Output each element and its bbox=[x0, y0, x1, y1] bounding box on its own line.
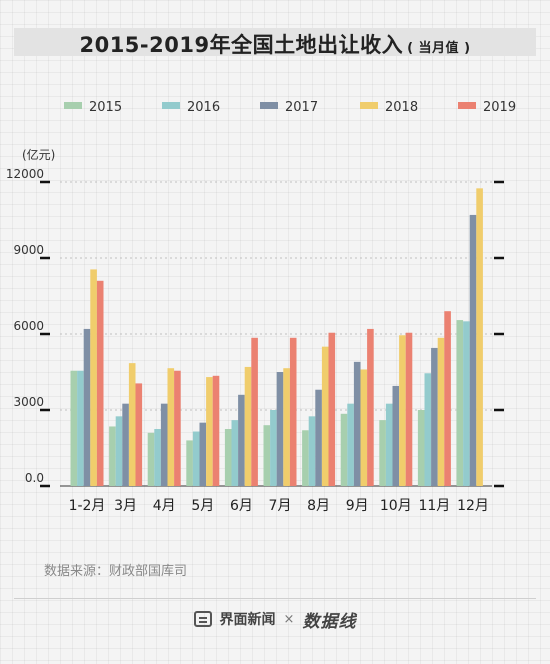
bar-2015-9月 bbox=[340, 413, 348, 486]
legend-swatch-2015 bbox=[64, 102, 82, 109]
bar-2017-3月 bbox=[122, 403, 129, 486]
legend-swatch-2018 bbox=[360, 102, 378, 109]
bar-2019-4月 bbox=[174, 370, 181, 486]
x-tick-label-11月: 11月 bbox=[418, 498, 450, 514]
x-tick-label-3月: 3月 bbox=[114, 498, 137, 514]
bar-2017-5月 bbox=[199, 422, 207, 486]
bar-2018-4月 bbox=[167, 368, 175, 486]
bar-2018-12月 bbox=[476, 188, 483, 486]
title-bar bbox=[14, 28, 536, 56]
bar-2017-11月 bbox=[431, 347, 438, 486]
x-tick-label-6月: 6月 bbox=[230, 498, 253, 514]
bar-2017-8月 bbox=[315, 389, 322, 486]
bar-2019-1-2月 bbox=[96, 280, 104, 486]
footer-divider bbox=[14, 598, 536, 599]
bar-2016-4月 bbox=[154, 429, 161, 486]
bar-2018-8月 bbox=[321, 346, 329, 486]
footer: 界面新闻 × 数据线 bbox=[0, 604, 550, 634]
bar-2015-12月 bbox=[456, 320, 464, 486]
x-tick-label-1-2月: 1-2月 bbox=[69, 498, 106, 514]
bar-2016-10月 bbox=[385, 403, 393, 486]
bar-2019-10月 bbox=[405, 332, 413, 486]
bar-2015-7月 bbox=[263, 425, 271, 486]
y-axis-label: (亿元) bbox=[22, 147, 55, 162]
y-tick-label-0: 0.0 bbox=[25, 471, 44, 485]
bar-2018-11月 bbox=[437, 337, 445, 486]
bar-2018-3月 bbox=[128, 363, 136, 486]
bar-2018-10月 bbox=[399, 335, 406, 486]
bar-2015-8月 bbox=[302, 430, 309, 486]
bar-2016-1-2月 bbox=[77, 370, 84, 486]
legend-label-2019: 2019 bbox=[483, 100, 516, 115]
bar-2018-5月 bbox=[206, 377, 213, 486]
y-tick-label-9000: 9000 bbox=[13, 243, 44, 257]
bar-2015-4月 bbox=[147, 432, 155, 486]
bar-2019-9月 bbox=[367, 328, 374, 486]
legend-label-2016: 2016 bbox=[187, 100, 220, 115]
bar-2017-6月 bbox=[238, 394, 245, 486]
bar-2019-6月 bbox=[251, 337, 258, 486]
footer-partner: 数据线 bbox=[302, 611, 357, 632]
y-tick-label-12000: 12000 bbox=[6, 167, 44, 181]
footer-separator: × bbox=[283, 611, 295, 627]
legend-label-2018: 2018 bbox=[385, 100, 418, 115]
y-tick-label-3000: 3000 bbox=[13, 395, 44, 409]
x-tick-label-10月: 10月 bbox=[380, 498, 412, 514]
bar-2018-1-2月 bbox=[90, 269, 97, 486]
bar-2015-6月 bbox=[224, 429, 232, 486]
legend-swatch-2017 bbox=[260, 102, 278, 109]
legend-swatch-2019 bbox=[458, 102, 476, 109]
footer-brand: 界面新闻 bbox=[219, 612, 276, 628]
bar-2019-5月 bbox=[212, 375, 220, 486]
y-tick-label-6000: 6000 bbox=[13, 319, 44, 333]
legend-label-2015: 2015 bbox=[89, 100, 122, 115]
x-tick-label-9月: 9月 bbox=[346, 498, 369, 514]
bar-2019-3月 bbox=[135, 383, 143, 486]
bar-2015-10月 bbox=[379, 420, 386, 486]
x-tick-label-5月: 5月 bbox=[191, 498, 214, 514]
bar-2017-12月 bbox=[469, 214, 477, 486]
bar-2018-9月 bbox=[360, 369, 368, 486]
legend-swatch-2016 bbox=[162, 102, 180, 109]
x-tick-label-12月: 12月 bbox=[457, 498, 489, 514]
bar-2017-10月 bbox=[392, 385, 400, 486]
source-note: 数据来源：财政部国库司 bbox=[44, 564, 188, 579]
jiemian-logo-icon bbox=[193, 611, 212, 627]
chart-title: 2015-2019年全国土地出让收入( 当月值 ) bbox=[0, 29, 550, 59]
bar-2018-6月 bbox=[244, 366, 252, 486]
bar-2019-11月 bbox=[444, 311, 451, 486]
bar-2016-9月 bbox=[347, 403, 354, 486]
bar-2019-7月 bbox=[289, 337, 297, 486]
bar-2016-8月 bbox=[308, 416, 316, 486]
bar-2019-8月 bbox=[328, 332, 336, 486]
bar-2015-1-2月 bbox=[70, 370, 78, 486]
bar-2015-3月 bbox=[109, 426, 116, 486]
chart-title-sub: ( 当月值 ) bbox=[407, 41, 471, 56]
bar-2016-11月 bbox=[424, 373, 432, 486]
bar-2015-11月 bbox=[417, 410, 425, 486]
bar-chart: 2015 2016 2017 2018 2019 (亿元) 0.0 3000 6000 9000 1… bbox=[6, 100, 516, 514]
bar-2017-1-2月 bbox=[83, 328, 91, 486]
bar-2018-7月 bbox=[283, 368, 290, 486]
legend-label-2017: 2017 bbox=[285, 100, 318, 115]
bar-2017-4月 bbox=[160, 403, 168, 486]
x-tick-label-4月: 4月 bbox=[153, 498, 176, 514]
bar-2017-9月 bbox=[353, 361, 361, 486]
bar-2016-6月 bbox=[231, 420, 239, 486]
bar-2016-3月 bbox=[115, 416, 123, 486]
x-tick-label-8月: 8月 bbox=[307, 498, 330, 514]
bar-2016-5月 bbox=[192, 431, 200, 486]
bar-2016-7月 bbox=[270, 410, 277, 486]
bar-2017-7月 bbox=[276, 372, 284, 486]
x-tick-label-7月: 7月 bbox=[269, 498, 292, 514]
chart-title-main: 2015-2019年全国土地出让收入 bbox=[79, 33, 404, 57]
bar-2015-5月 bbox=[186, 440, 193, 486]
bar-2016-12月 bbox=[463, 321, 470, 486]
